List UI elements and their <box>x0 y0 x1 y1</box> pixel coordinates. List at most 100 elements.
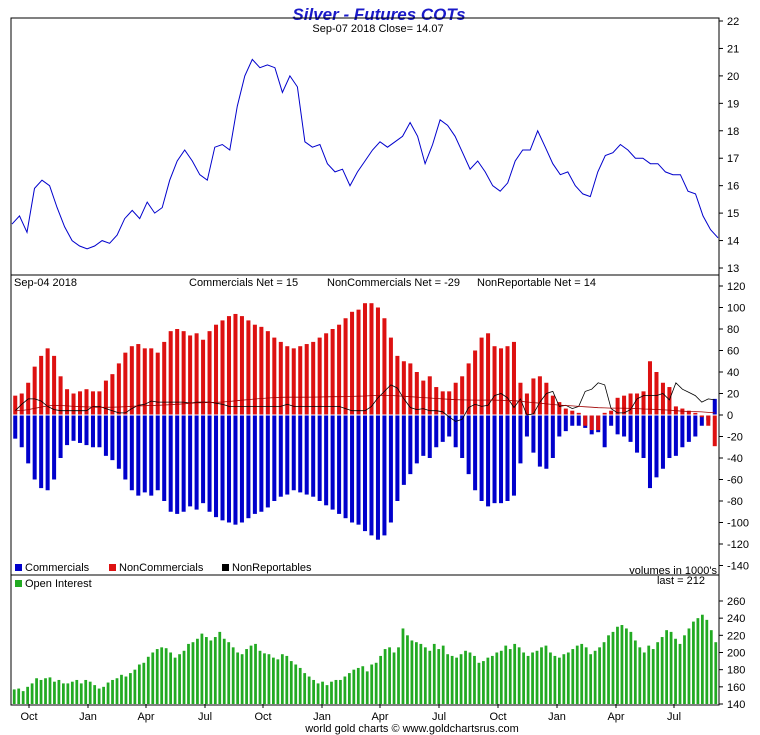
cot-y-tick-label: -20 <box>727 432 743 444</box>
noncommercials-bar <box>615 397 620 415</box>
noncommercials-bar <box>589 415 594 431</box>
open-interest-bar <box>236 652 240 704</box>
commercials-bar <box>401 415 406 485</box>
noncommercials-bar <box>680 408 685 415</box>
commercials-bar <box>116 415 121 469</box>
open-interest-bar <box>571 649 575 704</box>
noncommercials-bar <box>550 395 555 415</box>
open-interest-bar <box>254 643 257 704</box>
noncommercials-bar <box>712 415 717 447</box>
commercials-bar <box>369 415 374 536</box>
commercials-bar <box>408 415 413 475</box>
open-interest-bar <box>84 679 88 704</box>
commercials-bar <box>557 415 562 437</box>
noncommercials-bar <box>272 337 277 415</box>
open-interest-bar <box>44 678 47 704</box>
commercials-bar <box>635 415 640 453</box>
noncommercials-bar <box>388 337 393 415</box>
open-interest-bar <box>428 650 432 704</box>
price-y-tick-label: 16 <box>727 181 739 193</box>
price-y-axis: 13 14 15 16 17 18 19 20 21 22 <box>719 16 739 275</box>
open-interest-bar <box>415 642 418 704</box>
noncommercials-bar <box>65 389 70 415</box>
noncommercials-bar <box>602 412 607 415</box>
open-interest-bar <box>441 645 445 704</box>
open-interest-bar <box>383 649 387 704</box>
noncommercials-bar <box>84 389 89 415</box>
oi-bars-group <box>12 614 718 704</box>
open-interest-bar <box>137 664 141 704</box>
open-interest-bar <box>57 679 61 704</box>
noncommercials-bar <box>194 333 199 415</box>
noncommercials-bar <box>207 331 212 415</box>
commercials-bar <box>291 415 296 491</box>
open-interest-bar <box>298 667 302 704</box>
noncommercials-bar <box>136 344 141 415</box>
open-interest-bar <box>106 682 110 704</box>
open-interest-bar <box>700 614 704 704</box>
open-interest-bar <box>62 683 65 704</box>
open-interest-bar <box>53 681 56 704</box>
noncommercials-bar <box>641 391 646 415</box>
noncommercials-bar <box>52 355 57 416</box>
cot-y-tick-label: 120 <box>727 281 745 293</box>
noncommercials-bar <box>103 380 108 415</box>
commercials-bar <box>201 415 206 504</box>
open-interest-bar <box>499 650 503 704</box>
commercials-bar <box>434 415 439 448</box>
open-interest-bar <box>575 645 579 704</box>
commercials-bar <box>421 415 426 456</box>
volumes-note: volumes in 1000's <box>629 565 717 577</box>
open-interest-bar <box>374 662 378 704</box>
commercials-bar <box>84 415 89 446</box>
commercials-bar <box>544 415 549 469</box>
footer-credit: world gold charts © www.goldchartsrus.co… <box>304 723 519 735</box>
open-interest-bar <box>263 653 266 704</box>
open-interest-bar <box>620 625 624 704</box>
open-interest-bar <box>160 647 164 704</box>
noncommercials-bar <box>401 361 406 415</box>
open-interest-bar <box>692 621 695 704</box>
open-interest-bar <box>647 645 651 704</box>
noncommercials-bar <box>570 410 575 415</box>
open-interest-bar <box>35 678 38 704</box>
legend-nonreportables-swatch <box>222 564 229 571</box>
legend-open-interest-swatch <box>15 580 22 587</box>
open-interest-bar <box>705 619 709 704</box>
open-interest-bar <box>289 661 293 704</box>
cot-y-tick-label: -120 <box>727 539 749 551</box>
noncommercials-bar <box>693 412 698 415</box>
commercials-bar <box>194 415 199 510</box>
commercials-bar <box>45 415 50 491</box>
open-interest-bar <box>102 686 105 704</box>
open-interest-bar <box>446 654 450 704</box>
commercials-bar <box>531 415 536 453</box>
open-interest-bar <box>526 655 530 704</box>
commercials-bar <box>680 415 685 448</box>
open-interest-bar <box>178 654 181 704</box>
commercials-bar <box>39 415 44 489</box>
open-interest-bar <box>316 683 320 704</box>
noncommercials-bar <box>414 372 419 415</box>
price-y-tick-label: 19 <box>727 98 739 110</box>
nonreportables-series-line <box>14 382 715 422</box>
commercials-bar <box>136 415 141 496</box>
noncommercials-bar <box>45 348 50 415</box>
open-interest-bar <box>347 673 351 704</box>
noncommercials-bar <box>447 391 452 415</box>
cot-y-tick-label: 60 <box>727 346 739 358</box>
open-interest-bar <box>280 654 284 704</box>
noncommercials-bar <box>362 303 368 415</box>
noncommercials-bar <box>201 339 206 415</box>
noncommercials-bar <box>647 361 652 415</box>
noncommercials-bar <box>473 350 478 415</box>
open-interest-bar <box>490 655 494 704</box>
commercials-bar <box>362 415 368 532</box>
noncommercials-bar <box>168 331 173 415</box>
commercials-bar <box>460 415 465 458</box>
commercials-bar <box>168 415 173 512</box>
chart-title: Silver - Futures COTs <box>292 5 465 24</box>
commercials-bar <box>298 415 303 493</box>
cot-bars-group <box>12 303 718 540</box>
commercials-bar <box>226 415 231 523</box>
